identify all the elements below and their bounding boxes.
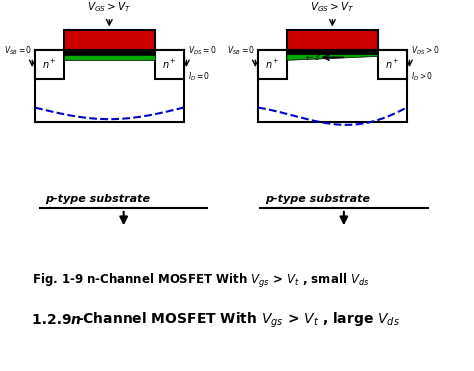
Bar xyxy=(287,50,378,55)
Bar xyxy=(287,30,378,50)
Bar xyxy=(64,55,155,60)
Text: $V_{DS}=0$: $V_{DS}=0$ xyxy=(188,45,217,57)
Polygon shape xyxy=(378,50,407,79)
Text: $\leftarrow\mathcal{E}$: $\leftarrow\mathcal{E}$ xyxy=(304,52,321,62)
Text: $V_{SB}=0$: $V_{SB}=0$ xyxy=(227,45,255,57)
Text: $V_{GS}>V_T$: $V_{GS}>V_T$ xyxy=(310,0,355,14)
Text: $I_D=0$: $I_D=0$ xyxy=(188,70,210,83)
Text: n: n xyxy=(71,313,81,327)
Polygon shape xyxy=(155,50,183,79)
Text: $n^+$: $n^+$ xyxy=(162,58,177,71)
Bar xyxy=(64,50,155,55)
Text: $n^+$: $n^+$ xyxy=(265,58,280,71)
Text: 1.2.9: 1.2.9 xyxy=(32,313,82,327)
Text: p-type substrate: p-type substrate xyxy=(265,194,370,204)
Text: $V_{DS}>0$: $V_{DS}>0$ xyxy=(411,45,440,57)
Text: $V_{SB}=0$: $V_{SB}=0$ xyxy=(4,45,32,57)
Text: $I_D>0$: $I_D>0$ xyxy=(411,70,434,83)
Text: p-type substrate: p-type substrate xyxy=(45,194,150,204)
Polygon shape xyxy=(35,50,64,79)
Polygon shape xyxy=(35,50,183,122)
Bar xyxy=(64,30,155,50)
Text: Fig. 1-9 n-Channel MOSFET With $V_{gs}$ > $V_t$ , small $V_{ds}$: Fig. 1-9 n-Channel MOSFET With $V_{gs}$ … xyxy=(32,272,370,290)
Polygon shape xyxy=(287,55,378,60)
Text: $n^+$: $n^+$ xyxy=(42,58,57,71)
Text: -Channel MOSFET With $V_{gs}$ > $V_t$ , large $V_{ds}$: -Channel MOSFET With $V_{gs}$ > $V_t$ , … xyxy=(77,310,400,329)
Text: $n^+$: $n^+$ xyxy=(385,58,400,71)
Text: $V_{GS}>V_T$: $V_{GS}>V_T$ xyxy=(87,0,131,14)
Polygon shape xyxy=(258,50,407,122)
Polygon shape xyxy=(258,50,287,79)
